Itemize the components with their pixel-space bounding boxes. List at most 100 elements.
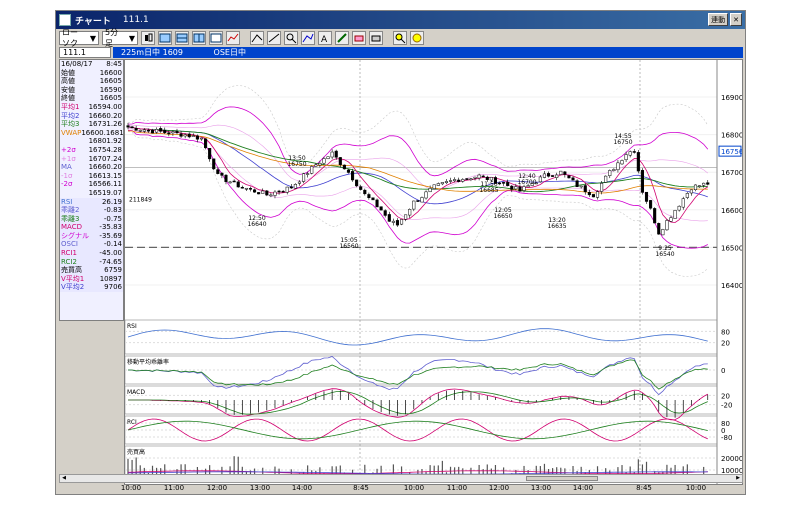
stat-label: +1σ (61, 154, 76, 163)
window-tool-icon[interactable] (192, 31, 206, 45)
candle-body (661, 229, 665, 236)
measure-icon[interactable] (301, 31, 315, 45)
time-tick-label: 10:00 (120, 484, 142, 492)
text-tool-icon[interactable]: A (318, 31, 332, 45)
candle-body (265, 190, 269, 196)
candle-tool-icon[interactable] (141, 31, 155, 45)
stat-row: V平均1 10897 (60, 274, 123, 284)
settings-icon[interactable] (410, 31, 424, 45)
candle-body (489, 177, 493, 181)
candle-body (444, 181, 449, 184)
stat-value: 16590 (99, 85, 122, 94)
time-tick-label: 12:00 (206, 484, 228, 492)
annotation-price: 16640 (247, 221, 266, 228)
candle-body (342, 164, 346, 170)
candle-body (649, 200, 653, 209)
candle-body (359, 186, 363, 190)
time-tick-label: 14:00 (291, 484, 313, 492)
candle-body (261, 190, 265, 194)
candle-body (277, 190, 281, 193)
candle-body (248, 188, 253, 190)
zoom-icon[interactable] (284, 31, 298, 45)
title-bar[interactable]: チャート 111.1 連動 ✕ (56, 11, 745, 29)
candle-body (155, 129, 159, 133)
trend-line-icon[interactable] (250, 31, 264, 45)
chart-area[interactable]: 16900 16800 16700 16600 16500 16400 211849 12:5… (124, 59, 744, 485)
annotation-price: 16650 (493, 213, 512, 220)
candle-body (457, 179, 461, 182)
stat-row: 平均2 16660.20 (60, 112, 123, 121)
time-tick-label: 13:00 (249, 484, 271, 492)
price-tick-label: 16500 (721, 244, 742, 252)
stat-value: 16660.20 (88, 111, 122, 120)
horizontal-scrollbar[interactable]: ◀ ▶ (59, 474, 743, 483)
candle-body (473, 176, 477, 179)
print-icon[interactable] (369, 31, 383, 45)
candle-body (363, 189, 367, 195)
search-icon[interactable] (393, 31, 407, 45)
line-chart-icon[interactable] (226, 31, 240, 45)
candle-body (187, 133, 191, 138)
candle-body (465, 178, 469, 180)
scroll-left-icon[interactable]: ◀ (62, 475, 66, 481)
edit-icon[interactable] (335, 31, 349, 45)
annotation-time: 15:05 (340, 237, 357, 244)
stats-panel: 16/08/17 8:45 始値 16600 高値 16605 安値 16590 終値 16605… (59, 59, 124, 321)
symbol-input[interactable]: 111.1 (59, 47, 111, 58)
indicator-panel-border (124, 319, 718, 355)
candle-body (236, 181, 240, 188)
grid-tool-icon[interactable] (158, 31, 172, 45)
deviation-line-3 (128, 359, 708, 390)
candle-body (689, 189, 693, 194)
candle-body (510, 185, 514, 190)
candle-body (640, 170, 644, 193)
candle-body (285, 186, 289, 193)
scroll-right-icon[interactable]: ▶ (736, 475, 740, 481)
candle-body (293, 184, 297, 189)
stat-row: 乖離3 -0.75 (60, 214, 123, 224)
candle-body (477, 174, 481, 179)
stat-value: 16605 (99, 77, 122, 86)
band-outer-upper (127, 85, 709, 169)
erase-icon[interactable] (352, 31, 366, 45)
stat-label: 平均3 (61, 120, 80, 129)
band-minus-1sigma (127, 128, 708, 222)
link-button[interactable]: 連動 (708, 13, 729, 26)
chart-canvas: 16900 16800 16700 16600 16500 16400 211849 12:5… (124, 60, 744, 484)
stat-row: +1σ 16707.24 (60, 155, 123, 164)
ma3-line (127, 126, 708, 193)
stat-label: 安値 (61, 85, 75, 94)
draw-tool-icon[interactable] (267, 31, 281, 45)
stat-label: RSI (61, 197, 73, 206)
candle-body (620, 160, 624, 165)
stat-value: -74.65 (99, 257, 122, 266)
symbol-row: 111.1 225m日中 1609 OSE日中 (56, 47, 745, 59)
chart-type-select[interactable]: ローソク ▼ (59, 28, 99, 48)
panel-tool-icon[interactable] (175, 31, 189, 45)
stat-value: 16605 (99, 94, 122, 103)
stat-label: -1σ (61, 171, 73, 180)
indicator-tick-label: -20 (721, 402, 732, 410)
price-tick-label: 16700 (721, 169, 742, 177)
candle-body (183, 134, 187, 137)
price-tick-label: 16900 (721, 94, 742, 102)
candle-body (685, 193, 689, 198)
candle-body (134, 128, 138, 131)
stat-value: 9706 (104, 283, 122, 292)
candle-body (681, 198, 685, 208)
close-button[interactable]: ✕ (730, 13, 742, 26)
scroll-thumb[interactable] (526, 476, 598, 481)
annotation-price: 16750 (287, 161, 306, 168)
candle-body (346, 169, 351, 173)
current-price-label: 16756 (721, 148, 742, 156)
candle-body (281, 190, 285, 193)
stat-value: -0.75 (103, 214, 122, 223)
candle-body (395, 220, 400, 226)
candle-body (375, 199, 379, 208)
table-tool-icon[interactable] (209, 31, 223, 45)
interval-select[interactable]: 5分足 ▼ (102, 28, 138, 48)
stat-label: 16/08/17 (61, 60, 93, 68)
toolbar: ローソク ▼ 5分足 ▼ A (56, 28, 745, 48)
candle-body (657, 223, 661, 235)
stat-label: V平均2 (61, 283, 85, 292)
